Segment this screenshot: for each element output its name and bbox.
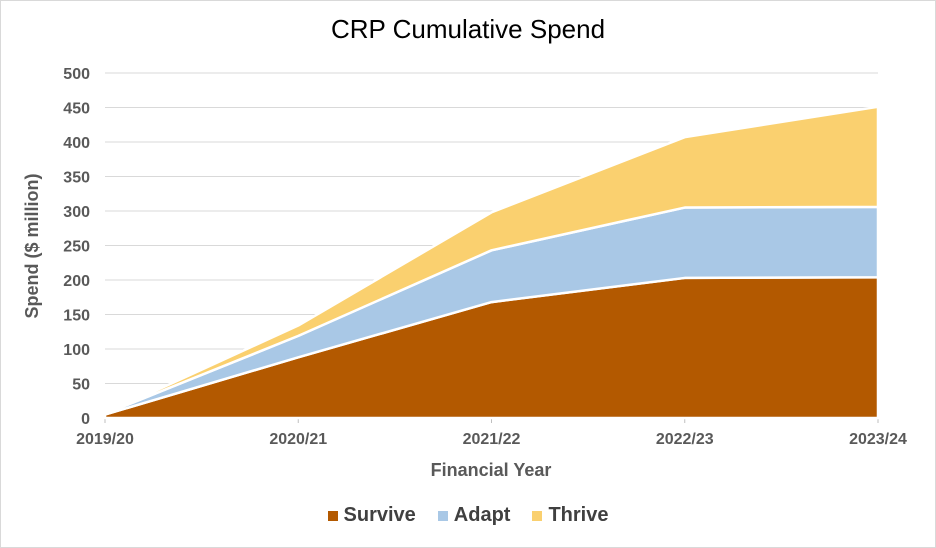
y-tick-label: 400: [63, 135, 90, 152]
chart-title: CRP Cumulative Spend: [330, 14, 606, 44]
legend: Survive Adapt Thrive: [0, 504, 936, 527]
x-axis-title: Financial Year: [431, 460, 552, 480]
area-series: [103, 105, 880, 420]
y-tick-labels: 0 50 100 150 200 250 300 350 400 450 500: [63, 66, 90, 428]
y-tick-label: 50: [72, 377, 90, 394]
y-tick-label: 150: [63, 308, 90, 325]
y-tick-label: 0: [81, 411, 90, 428]
x-tick-label: 2021/22: [463, 431, 521, 448]
y-tick-label: 500: [63, 66, 90, 83]
y-tick-label: 350: [63, 170, 90, 187]
y-tick-label: 300: [63, 204, 90, 221]
legend-label: Adapt: [453, 504, 511, 526]
y-tick-label: 100: [63, 342, 90, 359]
x-tick-label: 2020/21: [269, 431, 327, 448]
y-tick-label: 200: [63, 273, 90, 290]
area-thrive: [103, 105, 880, 416]
y-tick-label: 450: [63, 101, 90, 118]
legend-item-survive: Survive: [327, 504, 416, 527]
legend-label: Survive: [343, 504, 416, 526]
y-axis-title: Spend ($ million): [22, 173, 42, 318]
x-tick-label: 2022/23: [656, 431, 714, 448]
legend-item-adapt: Adapt: [437, 504, 511, 527]
y-tick-label: 250: [63, 239, 90, 256]
legend-item-thrive: Thrive: [532, 504, 608, 527]
legend-label: Thrive: [548, 504, 609, 526]
x-tick-labels: 2019/20 2020/21 2021/22 2022/23 2023/24: [76, 431, 907, 448]
x-tick-label: 2019/20: [76, 431, 134, 448]
x-tick-label: 2023/24: [849, 431, 907, 448]
legend-swatch: [532, 510, 543, 521]
legend-swatch: [327, 510, 338, 521]
legend-swatch: [437, 510, 448, 521]
